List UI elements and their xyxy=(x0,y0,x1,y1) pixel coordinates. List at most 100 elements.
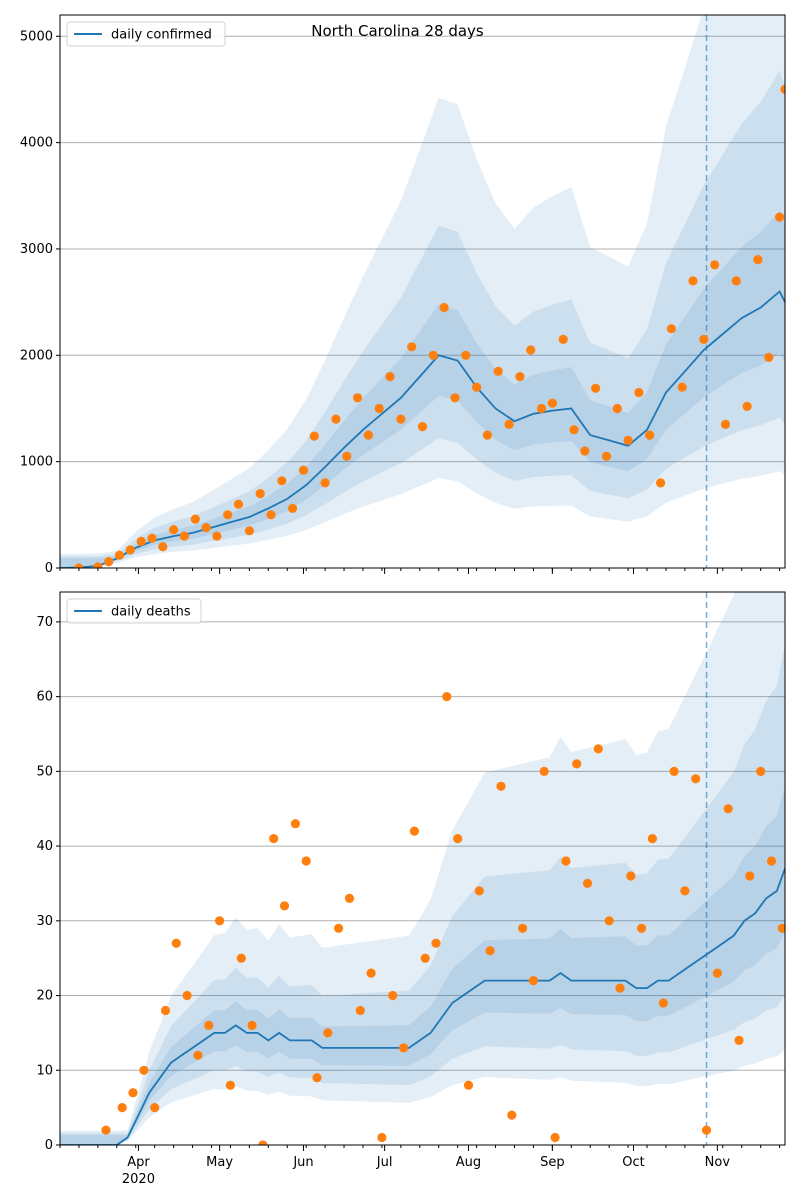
data-point xyxy=(753,255,763,265)
data-point xyxy=(104,557,114,567)
data-point xyxy=(634,387,644,398)
data-point xyxy=(431,938,441,948)
data-point xyxy=(309,431,319,441)
data-point xyxy=(677,382,687,392)
data-point xyxy=(128,1088,138,1098)
data-point xyxy=(323,1028,333,1038)
plot-data xyxy=(60,592,785,1145)
data-point xyxy=(114,550,125,560)
legend-box xyxy=(66,598,202,624)
data-point xyxy=(179,531,189,541)
data-point xyxy=(171,938,181,948)
uncertainty-band xyxy=(60,210,785,568)
data-point xyxy=(407,342,417,352)
data-point xyxy=(539,766,549,777)
y-tick-label: 50 xyxy=(36,764,53,779)
y-tick-label: 70 xyxy=(36,615,53,630)
y-tick-label: 0 xyxy=(45,561,53,576)
data-point xyxy=(688,276,698,286)
data-point xyxy=(656,478,666,488)
data-point xyxy=(201,523,211,533)
data-point xyxy=(388,990,398,1001)
y-tick-label: 4000 xyxy=(20,136,53,151)
data-point xyxy=(637,923,647,933)
data-point xyxy=(766,856,777,866)
data-point xyxy=(669,766,679,777)
deaths-panel: 0 10 20 30 40 50 60 70 Apr May Jun Jul Aug Sep Oct Nov 2… xyxy=(36,591,786,1187)
data-point xyxy=(647,834,658,844)
data-point xyxy=(266,510,276,520)
data-point xyxy=(223,510,233,520)
data-point xyxy=(93,562,103,568)
data-point xyxy=(136,536,146,547)
data-point xyxy=(277,476,287,486)
data-point xyxy=(601,451,612,461)
data-point xyxy=(626,871,636,881)
uncertainty-band xyxy=(60,592,785,1145)
plot-data xyxy=(60,15,785,568)
data-point xyxy=(117,1103,127,1113)
data-point xyxy=(269,834,279,844)
y-tick-label: 1000 xyxy=(20,455,53,470)
data-point xyxy=(461,350,471,360)
data-point xyxy=(734,1035,744,1045)
data-point xyxy=(507,1110,517,1120)
x-tick-label: Nov xyxy=(705,1155,731,1170)
legend-box xyxy=(66,21,226,47)
data-point xyxy=(363,430,373,440)
data-point xyxy=(366,968,376,978)
data-point xyxy=(472,382,482,392)
data-point xyxy=(680,886,690,896)
data-point xyxy=(463,1080,474,1090)
data-point xyxy=(190,514,200,524)
data-point xyxy=(442,692,452,702)
data-point xyxy=(536,403,547,414)
data-point xyxy=(182,990,192,1001)
data-point xyxy=(355,1005,365,1016)
data-point xyxy=(731,276,741,286)
data-point xyxy=(504,419,514,429)
data-point xyxy=(258,1140,268,1145)
data-point xyxy=(150,1103,160,1113)
data-point xyxy=(158,542,168,552)
data-point xyxy=(244,526,254,536)
data-point xyxy=(353,393,363,403)
data-point xyxy=(775,212,785,222)
chart-title: North Carolina 28 days xyxy=(311,22,484,40)
data-point xyxy=(428,350,438,360)
data-point xyxy=(247,1020,257,1030)
data-point xyxy=(572,759,582,769)
data-point xyxy=(701,1125,712,1135)
data-point xyxy=(312,1073,322,1083)
x-tick-label: Sep xyxy=(540,1155,565,1170)
confirmed-panel: 0 1000 2000 3000 4000 5000 daily confirmed Nort… xyxy=(20,14,786,576)
data-point xyxy=(290,819,300,829)
data-point xyxy=(742,401,752,411)
x-tick-label: May xyxy=(206,1155,233,1170)
data-point xyxy=(777,923,785,933)
data-point xyxy=(417,422,428,432)
data-point xyxy=(666,324,677,334)
axes-frame xyxy=(59,14,786,569)
data-point xyxy=(193,1050,203,1060)
data-point xyxy=(215,916,225,926)
data-point xyxy=(298,465,309,475)
data-point xyxy=(496,781,506,791)
data-point xyxy=(720,419,731,429)
data-point xyxy=(233,499,244,509)
x-tick-label: Oct xyxy=(622,1155,644,1170)
data-point xyxy=(658,998,668,1008)
data-point xyxy=(699,334,709,344)
data-point xyxy=(645,430,655,440)
x-year-label: 2020 xyxy=(122,1172,155,1187)
uncertainty-band xyxy=(60,786,785,1145)
data-point xyxy=(331,414,341,424)
y-tick-label: 10 xyxy=(36,1063,53,1078)
data-point xyxy=(547,398,558,408)
data-point xyxy=(74,563,84,568)
data-point xyxy=(604,916,614,926)
data-point xyxy=(453,834,463,844)
uncertainty-band xyxy=(60,643,785,1145)
data-point xyxy=(385,372,395,382)
